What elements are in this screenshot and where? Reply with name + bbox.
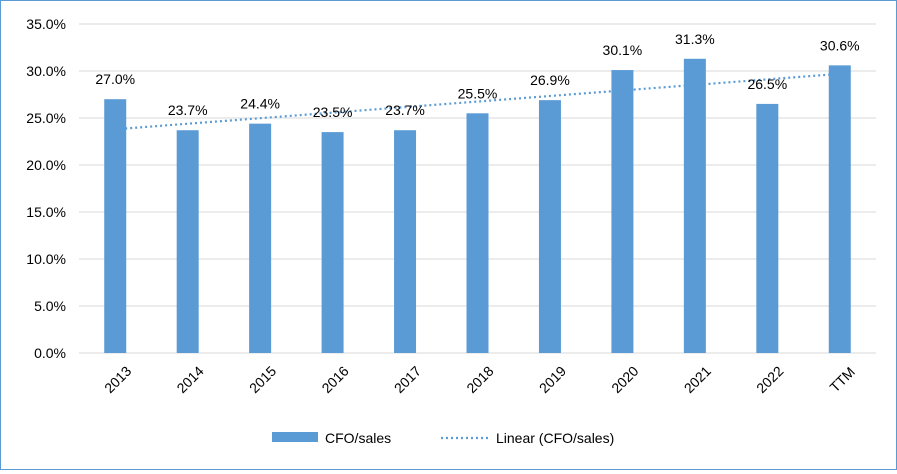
data-label: 26.9% <box>530 72 570 88</box>
bar <box>538 100 561 353</box>
legend-label-bar: CFO/sales <box>325 430 391 446</box>
y-tick-label: 30.0% <box>26 63 66 79</box>
bar <box>176 130 199 353</box>
y-tick-label: 25.0% <box>26 110 66 126</box>
bar <box>683 58 706 353</box>
bar <box>828 65 851 354</box>
bar <box>611 70 634 353</box>
data-label: 25.5% <box>458 85 498 101</box>
data-label: 30.1% <box>603 42 643 58</box>
bars <box>104 58 851 354</box>
legend-swatch-bar <box>272 432 318 442</box>
x-tick-label: 2021 <box>681 363 714 396</box>
y-tick-label: 15.0% <box>26 204 66 220</box>
bar <box>321 132 344 353</box>
trendline <box>115 72 840 131</box>
x-tick-label: 2014 <box>173 363 206 396</box>
data-label: 23.7% <box>168 102 208 118</box>
bar <box>249 123 272 353</box>
x-tick-label: 2017 <box>391 363 424 396</box>
legend: CFO/sales Linear (CFO/sales) <box>272 430 614 446</box>
data-labels: 27.0% 23.7% 24.4% 23.5% 23.7% 25.5% 26.9% 30.1%… <box>95 31 859 120</box>
bar <box>466 113 489 353</box>
trendline-line <box>115 72 840 131</box>
data-label: 23.7% <box>385 102 425 118</box>
bar <box>756 103 779 354</box>
x-tick-label: 2016 <box>318 363 351 396</box>
x-tick-label: 2018 <box>463 363 496 396</box>
legend-label-trendline: Linear (CFO/sales) <box>496 430 614 446</box>
data-label: 31.3% <box>675 31 715 47</box>
bar <box>104 99 127 353</box>
data-label: 26.5% <box>747 76 787 92</box>
y-tick-label: 35.0% <box>26 16 66 32</box>
bar <box>394 130 417 353</box>
x-tick-label: 2019 <box>536 363 569 396</box>
x-tick-label: 2022 <box>753 363 786 396</box>
x-axis-ticks: 2013 2014 2015 2016 2017 2018 2019 2020 2021 2022… <box>101 363 858 396</box>
x-tick-label: 2020 <box>608 363 641 396</box>
data-label: 24.4% <box>240 96 280 112</box>
data-label: 30.6% <box>820 37 860 53</box>
y-tick-label: 5.0% <box>34 298 66 314</box>
y-tick-label: 10.0% <box>26 251 66 267</box>
x-tick-label: 2013 <box>101 363 134 396</box>
y-tick-label: 0.0% <box>34 345 66 361</box>
data-label: 23.5% <box>313 104 353 120</box>
x-tick-label: 2015 <box>246 363 279 396</box>
y-tick-label: 20.0% <box>26 157 66 173</box>
y-axis-ticks: 0.0% 5.0% 10.0% 15.0% 20.0% 25.0% 30.0% 35.0% <box>26 16 66 361</box>
x-tick-label: TTM <box>826 364 858 396</box>
data-label: 27.0% <box>95 71 135 87</box>
